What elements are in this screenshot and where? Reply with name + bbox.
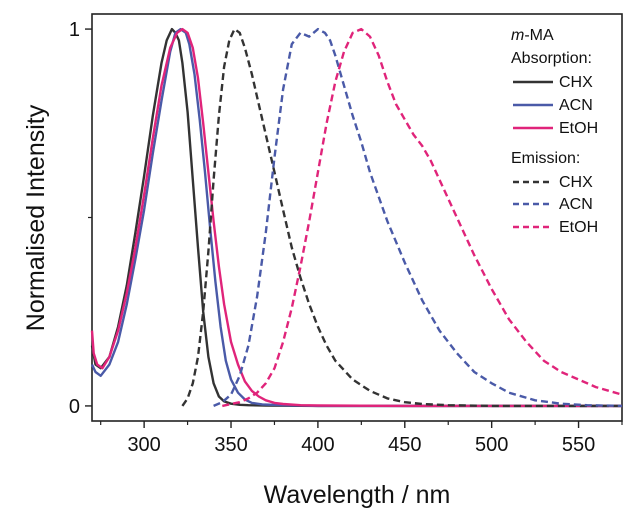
legend-label-absorption-acn: ACN [559,97,593,114]
legend-label-absorption-etoh: EtOH [559,120,598,137]
x-tick-label-550: 550 [562,434,595,456]
y-axis-title: Normalised Intensity [22,104,50,331]
series-absorption-chx [90,27,622,408]
plot-frame [91,13,623,422]
x-tick-label-300: 300 [127,434,160,456]
series-emission-acn [213,27,623,408]
x-tick-label-500: 500 [475,434,508,456]
series-emission-etoh [222,27,623,408]
legend-label-emission-acn: ACN [559,196,593,213]
series-absorption-acn [90,27,622,408]
y-tick-label-0: 0 [69,396,80,418]
legend-label-emission-chx: CHX [559,174,593,191]
legend-title-italic: m [511,27,524,44]
y-tick-label-1: 1 [69,19,80,41]
legend-entries: CHX ACN EtOH CHX ACN EtOH [513,74,598,236]
legend-title: m-MA [511,27,554,44]
legend: m-MA Absorption: Emission: CHXACNEtOHCHX… [511,27,598,236]
tick-layer: 300 350 400 450 500 550 0 1 [69,19,623,456]
legend-title-rest: -MA [524,27,554,44]
x-tick-label-450: 450 [388,434,421,456]
legend-label-emission-etoh: EtOH [559,219,598,236]
series-layer [90,27,623,408]
series-absorption-etoh [90,27,622,408]
x-tick-label-350: 350 [214,434,247,456]
legend-emission-heading: Emission: [511,150,580,167]
legend-absorption-heading: Absorption: [511,50,592,67]
x-tick-label-400: 400 [301,434,334,456]
x-axis-title: Wavelength / nm [264,481,451,509]
legend-label-absorption-chx: CHX [559,74,593,91]
series-emission-chx [181,27,622,408]
